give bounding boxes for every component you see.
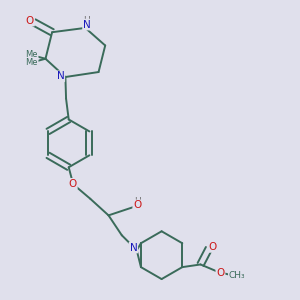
Text: Me: Me xyxy=(25,58,38,67)
Text: N: N xyxy=(83,20,91,30)
Text: N: N xyxy=(56,71,64,81)
Text: H: H xyxy=(134,196,141,206)
Text: O: O xyxy=(208,242,216,252)
Text: O: O xyxy=(26,16,34,26)
Text: CH₃: CH₃ xyxy=(229,271,245,280)
Text: Me: Me xyxy=(25,50,38,59)
Text: O: O xyxy=(69,179,77,189)
Text: O: O xyxy=(216,268,225,278)
Text: O: O xyxy=(133,200,142,210)
Text: N: N xyxy=(130,242,137,253)
Text: H: H xyxy=(84,16,90,25)
